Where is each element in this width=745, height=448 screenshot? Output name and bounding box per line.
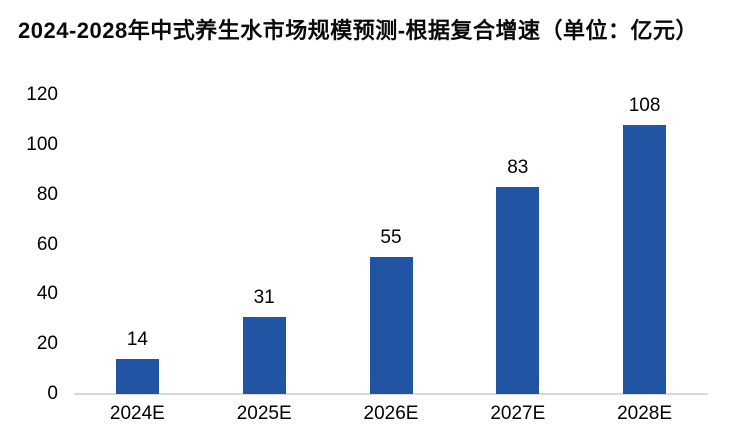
chart-title: 2024-2028年中式养生水市场规模预测-根据复合增速（单位：亿元） [18, 18, 699, 43]
x-axis-category-label: 2026E [363, 403, 419, 424]
bar-value-label: 31 [253, 286, 275, 308]
bar-2027E [496, 187, 540, 394]
x-axis-category-label: 2025E [236, 403, 292, 424]
x-axis-category-label: 2024E [109, 403, 165, 424]
bar-2024E [115, 359, 159, 394]
bar-value-label: 14 [126, 329, 148, 351]
x-axis-category-label: 2027E [490, 403, 546, 424]
x-axis-line [74, 393, 708, 395]
bar-value-label: 83 [507, 157, 529, 179]
y-axis-tick-label: 40 [36, 283, 58, 305]
x-axis-category-label: 2028E [617, 403, 673, 424]
bar-2028E [623, 124, 667, 394]
y-axis-tick-label: 80 [36, 183, 58, 205]
y-axis-tick-label: 0 [47, 383, 58, 404]
bar-value-label: 108 [628, 94, 661, 116]
y-axis-tick-label: 60 [36, 233, 58, 255]
bar-2026E [369, 256, 413, 394]
y-axis-tick-label: 100 [26, 133, 58, 155]
y-axis-tick-label: 20 [36, 333, 58, 355]
y-axis-tick-label: 120 [26, 84, 58, 105]
bar-2025E [242, 316, 286, 394]
bar-value-label: 55 [380, 226, 402, 248]
